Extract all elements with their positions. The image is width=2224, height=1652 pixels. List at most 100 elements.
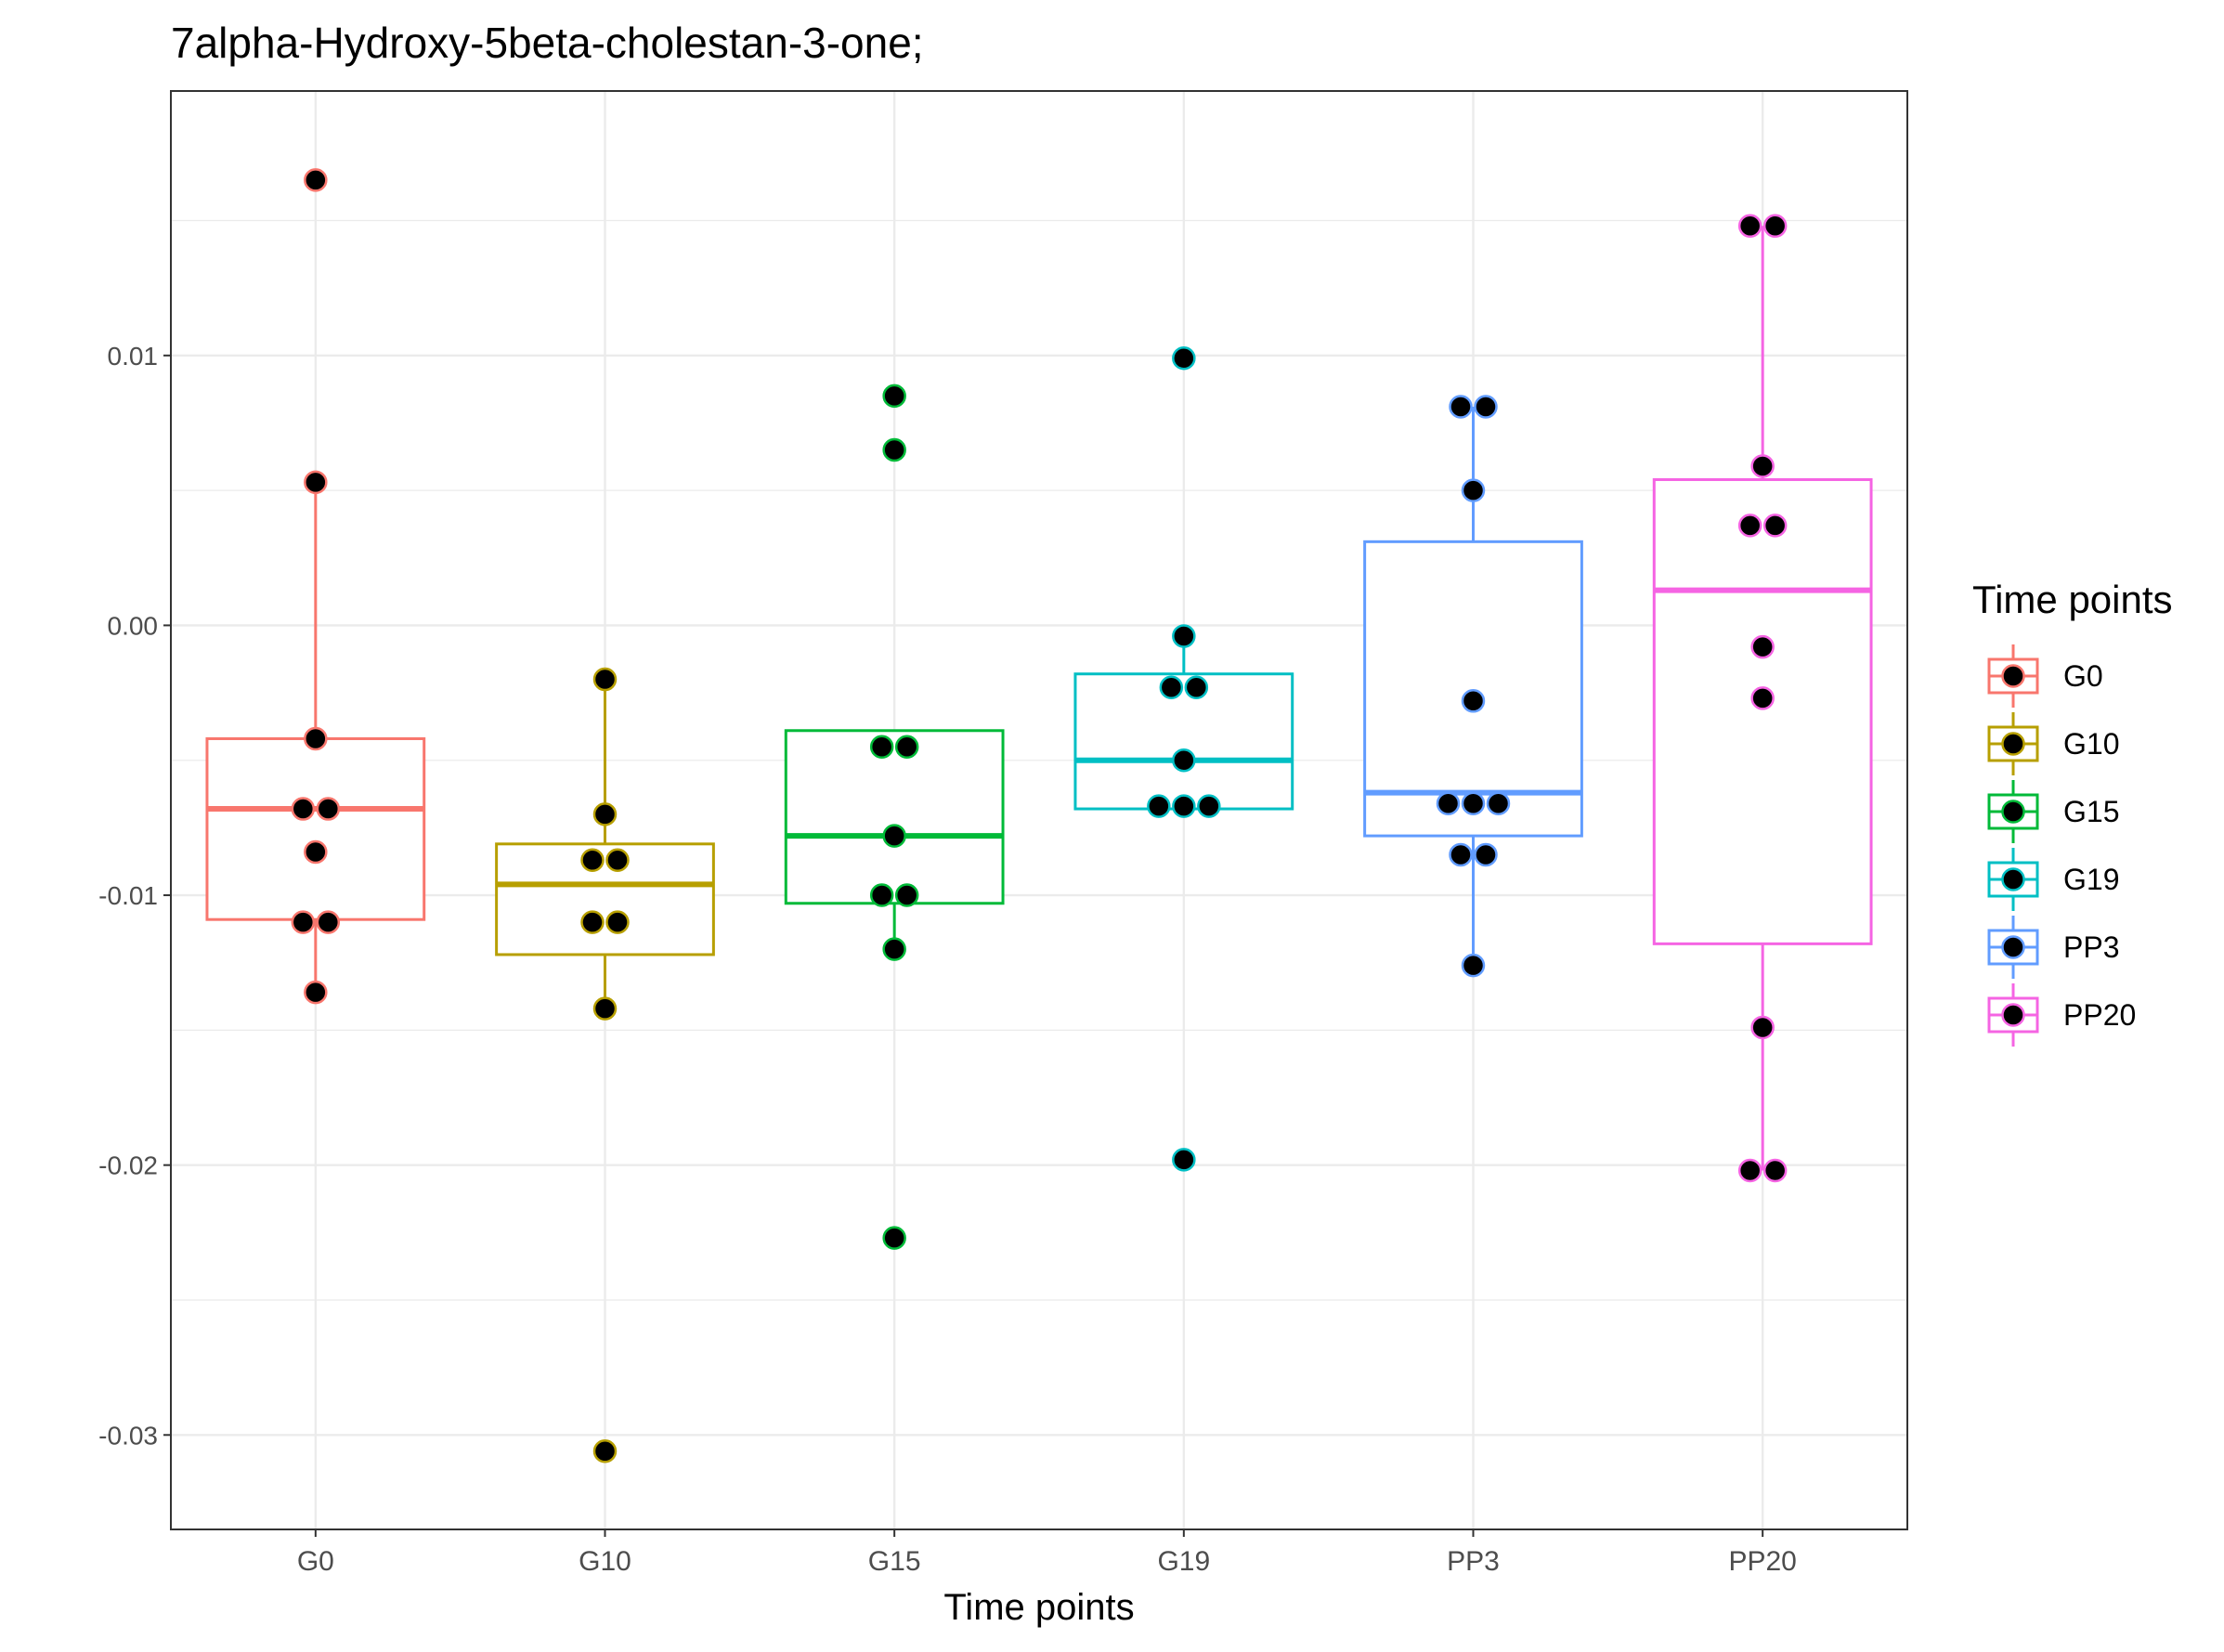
legend: Time points G0 G10 G15 G19 PP3 PP20 [1972, 578, 2173, 1047]
box-pp3 [1363, 407, 1583, 966]
data-point-g15 [894, 735, 919, 759]
legend-item-pp20: PP20 [1987, 983, 2136, 1047]
x-tick-label: G10 [579, 1546, 631, 1577]
data-point-pp3 [1474, 395, 1498, 419]
legend-label: PP20 [2063, 998, 2136, 1032]
data-point-g19 [1172, 1148, 1196, 1172]
legend-title: Time points [1972, 578, 2173, 621]
data-point-pp3 [1449, 842, 1473, 867]
x-tick-label: PP20 [1728, 1546, 1796, 1577]
x-tick-label: G19 [1157, 1546, 1210, 1577]
data-point-g19 [1197, 794, 1221, 818]
data-point-pp3 [1436, 791, 1461, 815]
data-point-pp3 [1449, 395, 1473, 419]
y-tick-label: 0.00 [108, 611, 159, 640]
data-point-pp3 [1461, 478, 1486, 502]
data-point-g10 [592, 667, 618, 692]
data-point-g19 [1184, 675, 1209, 700]
chart-title: 7alpha-Hydroxy-5beta-cholestan-3-one; [171, 19, 924, 67]
legend-label: PP3 [2063, 930, 2119, 964]
data-point-g15 [882, 384, 906, 409]
x-axis-title: Time points [943, 1587, 1134, 1628]
points [291, 168, 1788, 1463]
x-tick-label: PP3 [1447, 1546, 1500, 1577]
data-point-g10 [605, 848, 630, 873]
legend-key-point [2001, 867, 2025, 891]
data-point-pp20 [1737, 1158, 1762, 1183]
legend-key-point [2001, 1003, 2025, 1027]
plot-border [170, 90, 1908, 1530]
data-point-pp20 [1762, 214, 1788, 239]
data-point-pp3 [1474, 842, 1498, 867]
data-point-g0 [304, 726, 328, 751]
box-g19 [1073, 636, 1294, 811]
y-tick-label: -0.03 [98, 1421, 158, 1450]
data-point-pp3 [1486, 791, 1511, 815]
y-tick-label: -0.01 [98, 881, 158, 910]
legend-item-g19: G19 [1987, 848, 2119, 911]
data-point-g19 [1147, 794, 1171, 818]
legend-key-point [2001, 935, 2025, 959]
data-point-g10 [580, 848, 605, 873]
data-point-pp20 [1750, 634, 1775, 659]
data-point-pp20 [1762, 514, 1788, 538]
data-point-pp20 [1750, 686, 1775, 710]
box-pp20 [1652, 226, 1873, 1171]
box-body [1073, 672, 1294, 811]
data-point-g15 [882, 1226, 906, 1250]
data-point-g15 [894, 883, 919, 907]
data-point-g19 [1172, 345, 1196, 371]
legend-label: G19 [2063, 863, 2119, 896]
box-body [1363, 540, 1583, 838]
y-tick-label: 0.01 [108, 342, 159, 371]
data-point-g15 [882, 824, 906, 848]
legend-item-g10: G10 [1987, 712, 2119, 775]
box-body [784, 729, 1005, 905]
boxes [205, 226, 1873, 1171]
box-body [495, 842, 715, 956]
box-g15 [784, 729, 1005, 950]
data-point-g19 [1172, 624, 1196, 648]
legend-key-point [2001, 800, 2025, 824]
legend-items: G0 G10 G15 G19 PP3 PP20 [1987, 644, 2136, 1047]
data-point-pp20 [1737, 514, 1762, 538]
data-point-g15 [869, 883, 894, 907]
data-point-g19 [1159, 675, 1184, 700]
data-point-g0 [304, 980, 328, 1005]
data-point-g19 [1172, 748, 1196, 773]
legend-item-pp3: PP3 [1987, 916, 2119, 979]
legend-key-point [2001, 664, 2025, 688]
legend-label: G10 [2063, 727, 2119, 761]
data-point-g10 [592, 996, 618, 1021]
data-point-g0 [316, 797, 341, 821]
data-point-g10 [592, 1438, 618, 1463]
data-point-g0 [304, 839, 328, 865]
plot-area [170, 90, 1908, 1530]
data-point-g0 [316, 910, 341, 934]
data-point-pp20 [1750, 454, 1775, 478]
y-axis: 0.01 0.00 -0.01 -0.02 -0.03 [98, 342, 171, 1450]
box-body [1652, 477, 1873, 945]
data-point-g10 [580, 910, 605, 934]
data-point-pp3 [1461, 953, 1486, 978]
data-point-pp20 [1737, 214, 1762, 239]
data-point-pp20 [1762, 1158, 1788, 1183]
data-point-g0 [291, 797, 316, 821]
data-point-g0 [304, 168, 328, 192]
data-point-g10 [592, 802, 618, 826]
x-tick-label: G0 [297, 1546, 334, 1577]
legend-item-g0: G0 [1987, 644, 2103, 708]
data-point-g15 [882, 937, 906, 961]
data-point-g15 [869, 735, 894, 759]
data-point-g19 [1172, 794, 1196, 818]
data-point-g15 [882, 437, 906, 462]
data-point-g10 [605, 910, 630, 934]
plot-background [171, 91, 1907, 1529]
x-axis: G0 G10 G15 G19 PP3 PP20 [297, 1529, 1797, 1577]
legend-item-g15: G15 [1987, 780, 2119, 843]
data-point-pp3 [1461, 791, 1486, 815]
box-g10 [495, 679, 715, 1009]
legend-label: G15 [2063, 795, 2119, 828]
